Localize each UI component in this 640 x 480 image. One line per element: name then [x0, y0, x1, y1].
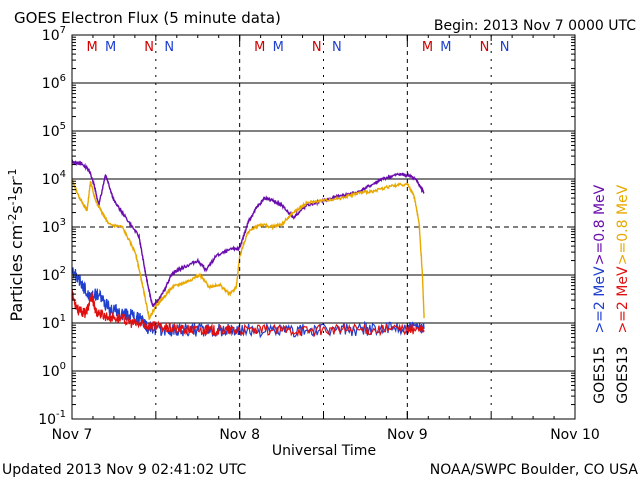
- chart-title: GOES Electron Flux (5 minute data): [14, 9, 281, 27]
- x-tick-label: Nov 9: [387, 427, 428, 443]
- mn-marker: N: [164, 40, 174, 55]
- y-tick-label: 103: [42, 217, 66, 236]
- mn-marker: M: [87, 40, 98, 55]
- legend-goes13-label: GOES13: [615, 346, 631, 403]
- legend: >=0.8 MeV >=0.8 MeV >=2 MeV >=2 MeV GOES…: [592, 184, 631, 403]
- updated-timestamp: Updated 2013 Nov 9 02:41:02 UTC: [2, 462, 247, 478]
- mn-marker: N: [500, 40, 510, 55]
- y-axis-label: Particles cm-2s-1sr-1: [6, 168, 26, 321]
- x-tick-label: Nov 7: [52, 427, 93, 443]
- legend-goes13-08mev: >=0.8 MeV: [615, 184, 631, 265]
- mn-marker: M: [422, 40, 433, 55]
- source-credit: NOAA/SWPC Boulder, CO USA: [430, 462, 639, 478]
- x-tick-label: Nov 8: [219, 427, 260, 443]
- x-tick-label: Nov 10: [550, 427, 600, 443]
- mn-marker: M: [105, 40, 116, 55]
- x-axis-ticks: Nov 7 Nov 8 Nov 9 Nov 10: [52, 35, 600, 443]
- mn-marker: N: [144, 40, 154, 55]
- y-tick-label: 107: [42, 25, 66, 44]
- mn-marker: M: [440, 40, 451, 55]
- legend-goes15-label: GOES15: [592, 346, 608, 403]
- series-line-3: [71, 289, 425, 338]
- y-tick-label: 104: [42, 169, 66, 188]
- mn-marker: M: [273, 40, 284, 55]
- y-tick-label: 101: [42, 313, 66, 332]
- series-line-1: [71, 179, 425, 320]
- legend-goes15-2mev: >=2 MeV: [592, 266, 608, 334]
- mn-marker: M: [254, 40, 265, 55]
- legend-goes15-08mev: >=0.8 MeV: [592, 184, 608, 265]
- mn-marker: N: [480, 40, 490, 55]
- y-tick-label: 106: [42, 73, 66, 92]
- mn-marker: N: [332, 40, 342, 55]
- begin-label: Begin: 2013 Nov 7 0000 UTC: [434, 18, 636, 34]
- y-tick-label: 100: [42, 361, 66, 380]
- mn-marker: N: [312, 40, 322, 55]
- data-series: [71, 159, 425, 339]
- y-tick-label: 102: [42, 265, 66, 284]
- noon-markers: [155, 35, 492, 419]
- y-tick-label: 10-1: [38, 409, 66, 428]
- x-axis-label: Universal Time: [272, 443, 376, 459]
- y-axis-ticks: 107 106 105 104 103 102 101 100 10-1: [38, 25, 575, 428]
- legend-goes13-2mev: >=2 MeV: [615, 266, 631, 334]
- y-tick-label: 105: [42, 121, 66, 140]
- series-line-0: [71, 159, 425, 307]
